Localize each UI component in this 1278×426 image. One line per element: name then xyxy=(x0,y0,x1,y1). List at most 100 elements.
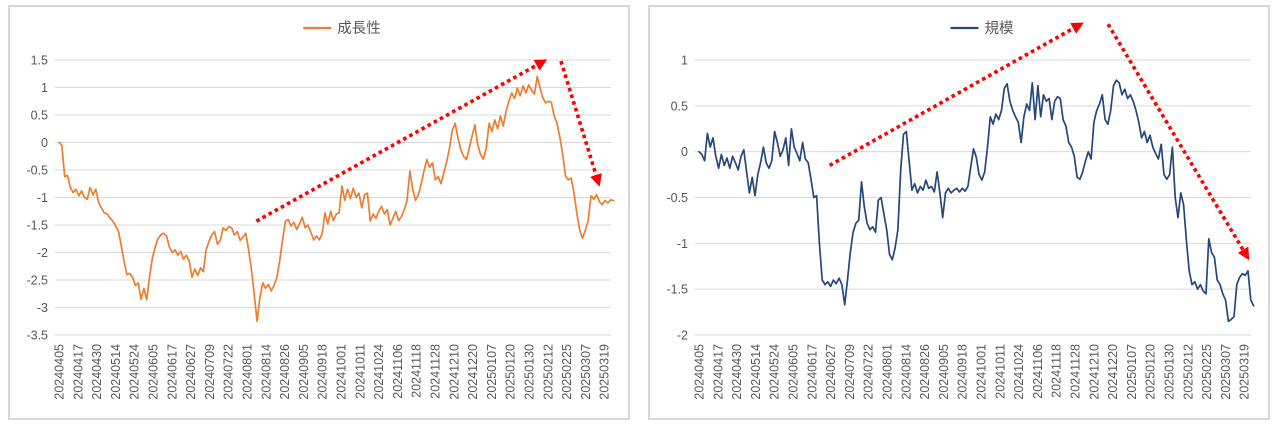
y-tick-label: -1.5 xyxy=(666,283,688,297)
y-tick-label: -1 xyxy=(37,191,48,205)
x-tick-label: 20240801 xyxy=(241,344,255,400)
trend-arrows xyxy=(255,59,602,223)
x-tick-label: 20250319 xyxy=(1238,344,1252,400)
x-tick-label: 20240514 xyxy=(749,344,763,400)
x-tick-label: 20240918 xyxy=(316,344,330,400)
x-tick-label: 20250212 xyxy=(541,344,555,400)
x-axis-labels: 20240405 20240417 20240430 20240514 20240524… xyxy=(693,344,1252,400)
x-tick-label: 20240617 xyxy=(165,344,179,400)
x-tick-label: 20240814 xyxy=(259,344,273,400)
x-tick-label: 20241001 xyxy=(335,344,349,400)
x-tick-label: 20240405 xyxy=(693,344,707,400)
x-tick-label: 20240826 xyxy=(278,344,292,400)
x-tick-label: 20240430 xyxy=(90,344,104,400)
legend: 規模 xyxy=(950,20,1014,37)
x-tick-label: 20240430 xyxy=(730,344,744,400)
trend-arrow xyxy=(255,59,548,223)
y-tick-label: 1.5 xyxy=(31,54,48,68)
x-tick-label: 20241118 xyxy=(410,344,424,398)
x-tick-label: 20240905 xyxy=(297,344,311,400)
growth-chart-panel: 1.5 1 0.5 0 -0.5 -1 -1.5 -2 -2.5 -3 -3.5 20240405 20… xyxy=(8,5,630,420)
y-tick-label: -3 xyxy=(37,301,48,315)
trend-arrow xyxy=(828,22,1084,167)
x-tick-label: 20240905 xyxy=(937,344,951,400)
x-tick-label: 20250107 xyxy=(1125,344,1139,400)
x-tick-label: 20241106 xyxy=(391,344,405,399)
x-tick-label: 20241106 xyxy=(1031,344,1045,399)
x-tick-label: 20240826 xyxy=(918,344,932,400)
growth-factor-daily-line xyxy=(58,75,615,323)
trend-arrow xyxy=(559,60,602,187)
size-chart: 1 0.5 0 -0.5 -1 -1.5 -2 20240405 20240417 2024043… xyxy=(666,20,1255,400)
x-tick-label: 20241210 xyxy=(1087,344,1101,400)
x-tick-label: 20250130 xyxy=(523,344,537,400)
x-tick-label: 20240524 xyxy=(128,344,142,400)
x-tick-label: 20240514 xyxy=(109,344,123,400)
x-tick-label: 20241220 xyxy=(1106,344,1120,400)
x-tick-label: 20241024 xyxy=(1012,344,1026,400)
x-tick-label: 20250130 xyxy=(1163,344,1177,400)
size-chart-panel: 1 0.5 0 -0.5 -1 -1.5 -2 20240405 20240417 2024043… xyxy=(648,5,1270,420)
x-tick-label: 20250120 xyxy=(504,344,518,400)
x-tick-label: 20240627 xyxy=(824,344,838,400)
size-factor-daily-line xyxy=(698,79,1255,323)
y-tick-label: -3.5 xyxy=(26,329,48,343)
x-tick-label: 20240814 xyxy=(899,344,913,400)
x-tick-label: 20250107 xyxy=(485,344,499,400)
x-tick-label: 20250225 xyxy=(560,344,574,400)
gridlines xyxy=(695,59,1251,336)
x-tick-label: 20241011 xyxy=(993,344,1007,399)
x-tick-label: 20241118 xyxy=(1050,344,1064,398)
x-tick-label: 20240524 xyxy=(768,344,782,400)
y-tick-label: -1.5 xyxy=(26,219,48,233)
x-tick-label: 20240617 xyxy=(805,344,819,400)
legend: 成長性 xyxy=(303,20,381,37)
y-tick-label: 0 xyxy=(41,136,48,150)
x-tick-label: 20240722 xyxy=(222,344,236,400)
x-tick-label: 20250120 xyxy=(1144,344,1158,400)
x-tick-label: 20241001 xyxy=(975,344,989,400)
x-tick-label: 20240405 xyxy=(53,344,67,400)
x-tick-label: 20241128 xyxy=(429,344,443,399)
x-tick-label: 20240605 xyxy=(147,344,161,400)
x-tick-label: 20240918 xyxy=(956,344,970,400)
x-axis-labels: 20240405 20240417 20240430 20240514 20240524… xyxy=(53,344,612,400)
y-tick-label: 0.5 xyxy=(31,109,48,123)
x-tick-label: 20241024 xyxy=(372,344,386,400)
y-tick-label: -2.5 xyxy=(26,274,48,288)
x-tick-label: 20250319 xyxy=(598,344,612,400)
x-tick-label: 20240801 xyxy=(881,344,895,400)
x-tick-label: 20250212 xyxy=(1181,344,1195,400)
x-tick-label: 20240417 xyxy=(71,344,85,400)
legend-label: 成長性 xyxy=(337,20,381,37)
x-tick-label: 20240627 xyxy=(184,344,198,400)
x-tick-label: 20240417 xyxy=(711,344,725,400)
x-tick-label: 20240605 xyxy=(787,344,801,400)
trend-arrows xyxy=(828,22,1250,261)
trend-arrow xyxy=(1106,23,1250,261)
legend-label: 規模 xyxy=(985,20,1014,37)
y-tick-label: -2 xyxy=(677,329,688,343)
x-tick-label: 20240722 xyxy=(862,344,876,400)
y-tick-label: -0.5 xyxy=(666,191,688,205)
x-tick-label: 20241128 xyxy=(1069,344,1083,399)
x-tick-label: 20241011 xyxy=(353,344,367,399)
y-tick-label: 0.5 xyxy=(671,99,688,113)
gridlines xyxy=(55,59,611,336)
x-tick-label: 20250307 xyxy=(579,344,593,400)
x-tick-label: 20241210 xyxy=(447,344,461,400)
x-tick-label: 20250225 xyxy=(1200,344,1214,400)
y-tick-label: -0.5 xyxy=(26,164,48,178)
y-axis-labels: 1.5 1 0.5 0 -0.5 -1 -1.5 -2 -2.5 -3 -3.5 xyxy=(26,54,48,343)
x-tick-label: 20250307 xyxy=(1219,344,1233,400)
x-tick-label: 20240709 xyxy=(843,344,857,400)
y-tick-label: 1 xyxy=(681,54,688,68)
y-tick-label: 1 xyxy=(41,81,48,95)
x-tick-label: 20241220 xyxy=(466,344,480,400)
y-tick-label: 0 xyxy=(681,145,688,159)
y-axis-labels: 1 0.5 0 -0.5 -1 -1.5 -2 xyxy=(666,54,688,343)
y-tick-label: -1 xyxy=(677,237,688,251)
x-tick-label: 20240709 xyxy=(203,344,217,400)
